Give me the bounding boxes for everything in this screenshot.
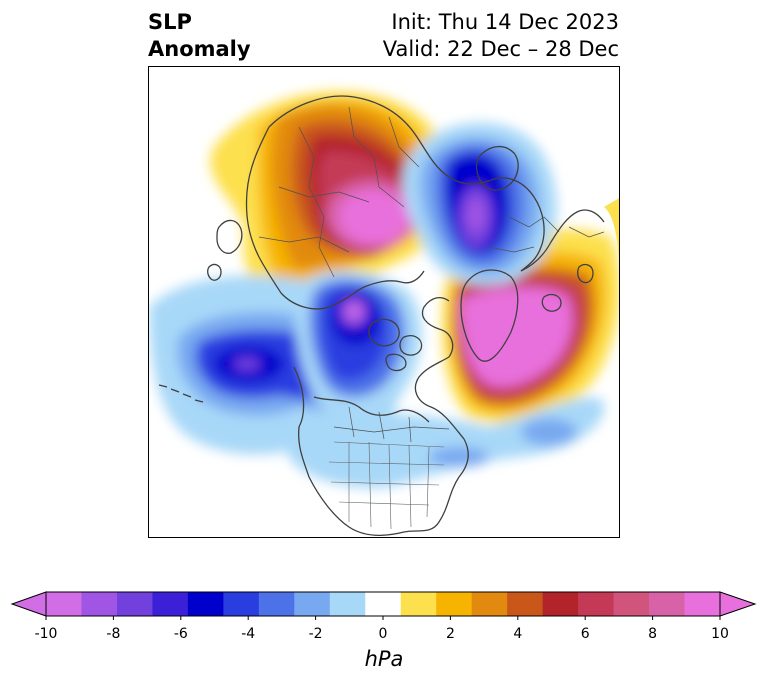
colorbar-ticks: -10 -8 -6 -4 -2 0 2 4 6 8 10 xyxy=(35,616,729,642)
run-info: Init: Thu 14 Dec 2023 Valid: 22 Dec – 28… xyxy=(383,9,619,63)
colorbar-swatch xyxy=(46,592,82,616)
anomaly-fields xyxy=(149,91,619,488)
negative-anomaly-arctic xyxy=(294,270,422,418)
colorbar-extend-high xyxy=(719,591,757,617)
colorbar-tick-label: 10 xyxy=(711,626,729,642)
colorbar-swatch xyxy=(187,592,224,616)
colorbar-swatch xyxy=(471,592,508,616)
colorbar-swatches xyxy=(46,592,721,616)
country-borders xyxy=(258,106,605,443)
colorbar-units: hPa xyxy=(365,647,404,670)
colorbar-extend-low xyxy=(10,591,47,617)
colorbar-swatch xyxy=(436,592,473,616)
colorbar-tick-label: -4 xyxy=(241,626,255,642)
colorbar-swatch xyxy=(649,592,686,616)
colorbar-swatch xyxy=(81,592,118,616)
colorbar-swatch xyxy=(400,592,437,616)
colorbar-swatch xyxy=(258,592,295,616)
colorbar-swatch xyxy=(152,592,189,616)
colorbar-swatch xyxy=(116,592,153,616)
valid-range: Valid: 22 Dec – 28 Dec xyxy=(382,37,619,61)
colorbar-tick-label: 0 xyxy=(379,626,388,642)
negative-anomaly-subtropical xyxy=(287,397,605,488)
colorbar-swatch xyxy=(329,592,366,616)
colorbar-swatch xyxy=(578,592,615,616)
colorbar-tick-label: 8 xyxy=(648,626,657,642)
colorbar-tick-label: -10 xyxy=(35,626,58,642)
colorbar-swatch xyxy=(365,592,402,616)
title-line-2: Anomaly xyxy=(148,37,251,61)
colorbar-tick-label: -8 xyxy=(106,626,120,642)
colorbar-swatch xyxy=(507,592,544,616)
colorbar-swatch xyxy=(542,592,579,616)
title-line-1: SLP xyxy=(148,10,192,34)
map-title: SLP Anomaly xyxy=(148,9,251,63)
colorbar-swatch xyxy=(684,592,721,616)
coastlines xyxy=(158,95,605,536)
colorbar-tick-label: 2 xyxy=(446,626,455,642)
colorbar: -10 -8 -6 -4 -2 0 2 4 6 8 10 hPa xyxy=(10,591,757,670)
negative-anomaly-europe xyxy=(402,122,557,286)
anomaly-map xyxy=(148,66,620,538)
colorbar-tick-label: -2 xyxy=(309,626,323,642)
positive-anomaly-edge xyxy=(604,198,619,297)
anomaly-map-svg xyxy=(149,91,619,536)
us-state-borders xyxy=(328,441,445,530)
colorbar-swatch xyxy=(613,592,650,616)
colorbar-tick-label: 6 xyxy=(581,626,590,642)
init-date: Init: Thu 14 Dec 2023 xyxy=(391,10,619,34)
colorbar-swatch xyxy=(294,592,331,616)
colorbar-tick-label: 4 xyxy=(513,626,522,642)
colorbar-swatch xyxy=(223,592,260,616)
colorbar-tick-label: -6 xyxy=(174,626,188,642)
positive-anomaly-eurasia xyxy=(210,91,454,314)
